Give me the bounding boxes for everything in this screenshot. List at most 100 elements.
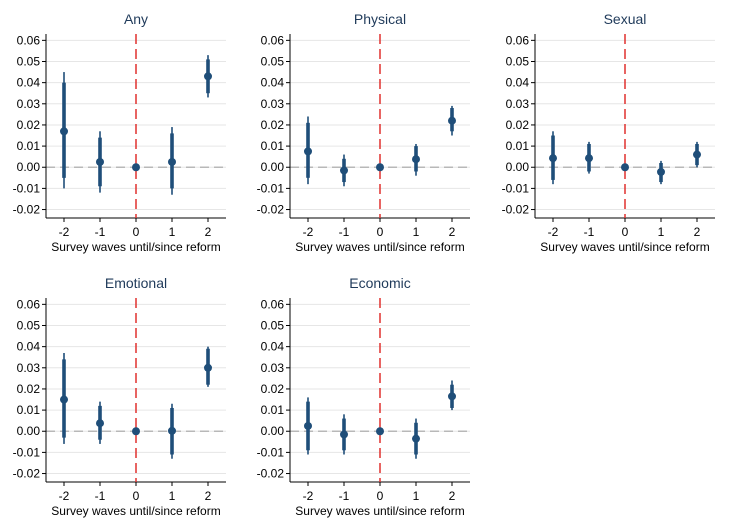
y-tick-label: -0.01: [257, 445, 285, 459]
y-tick-label: 0.00: [261, 160, 285, 174]
x-tick-label: 2: [694, 225, 701, 239]
point-estimate: [60, 127, 68, 136]
point-estimate: [60, 395, 68, 404]
point-estimate: [204, 363, 212, 372]
panel-title: Economic: [349, 275, 410, 291]
x-tick-label: 2: [449, 489, 456, 503]
y-tick-label: 0.02: [261, 118, 285, 132]
point-estimate: [204, 72, 212, 81]
y-tick-label: 0.04: [261, 340, 285, 354]
y-tick-label: 0.00: [261, 424, 285, 438]
point-estimate: [96, 419, 104, 428]
x-tick-label: 2: [205, 225, 212, 239]
x-tick-label: 0: [377, 489, 384, 503]
y-tick-label: 0.00: [17, 160, 41, 174]
y-tick-label: -0.02: [13, 467, 41, 481]
x-tick-label: 0: [377, 225, 384, 239]
y-tick-label: 0.06: [17, 297, 41, 311]
y-tick-label: -0.01: [257, 181, 285, 195]
x-tick-label: 1: [658, 225, 665, 239]
point-estimate: [621, 163, 629, 172]
y-tick-label: -0.02: [257, 203, 285, 217]
x-tick-label: -1: [95, 225, 106, 239]
point-estimate: [549, 154, 557, 163]
y-tick-label: 0.02: [17, 118, 41, 132]
chart-panel-sexual: Sexual 0.06 0.05 0.04 0.03 0.02 0.01 0.00 -0.01 -…: [502, 11, 715, 254]
point-estimate: [132, 427, 140, 436]
y-tick-label: 0.00: [506, 160, 530, 174]
y-tick-label: 0.05: [261, 318, 285, 332]
point-estimate: [168, 157, 176, 166]
point-estimate: [448, 392, 456, 401]
chart-panel-any: Any 0.06 0.05 0.04 0.03 0.02 0.01 0.00 -0.01 -0.0…: [13, 11, 226, 254]
x-tick-label: 1: [413, 225, 420, 239]
x-tick-label: -1: [584, 225, 595, 239]
x-tick-label: 2: [205, 489, 212, 503]
y-tick-label: -0.02: [257, 467, 285, 481]
panel-title: Sexual: [604, 11, 647, 27]
point-estimate: [412, 434, 420, 443]
x-tick-label: -2: [303, 489, 314, 503]
y-tick-label: 0.06: [17, 33, 41, 47]
x-tick-label: -1: [339, 489, 350, 503]
y-tick-label: 0.01: [506, 139, 530, 153]
y-tick-label: 0.01: [17, 139, 41, 153]
x-tick-label: -1: [339, 225, 350, 239]
y-tick-label: 0.04: [506, 76, 530, 90]
y-tick-label: 0.05: [17, 318, 41, 332]
point-estimate: [304, 421, 312, 430]
y-tick-label: 0.05: [261, 54, 285, 68]
point-estimate: [340, 430, 348, 439]
y-tick-label: 0.05: [506, 54, 530, 68]
x-axis-label: Survey waves until/since reform: [51, 504, 220, 518]
x-axis-label: Survey waves until/since reform: [540, 240, 709, 254]
point-estimate: [657, 167, 665, 176]
x-axis-label: Survey waves until/since reform: [51, 240, 220, 254]
y-tick-label: 0.06: [261, 33, 285, 47]
point-estimate: [304, 147, 312, 156]
x-tick-label: -2: [548, 225, 559, 239]
x-tick-label: 0: [133, 225, 140, 239]
y-tick-label: -0.01: [13, 181, 41, 195]
x-tick-label: 2: [449, 225, 456, 239]
point-estimate: [376, 163, 384, 172]
y-tick-label: 0.00: [17, 424, 41, 438]
y-tick-label: -0.01: [502, 181, 530, 195]
x-tick-label: -2: [59, 225, 70, 239]
x-axis-label: Survey waves until/since reform: [295, 240, 464, 254]
y-tick-label: -0.02: [13, 203, 41, 217]
y-tick-label: 0.02: [506, 118, 530, 132]
y-tick-label: 0.04: [261, 76, 285, 90]
point-estimate: [585, 154, 593, 163]
panel-title: Any: [124, 11, 148, 27]
point-estimate: [132, 163, 140, 172]
y-tick-label: 0.03: [506, 97, 530, 111]
y-tick-label: 0.03: [261, 97, 285, 111]
x-tick-label: 0: [133, 489, 140, 503]
y-tick-label: 0.03: [17, 361, 41, 375]
point-estimate: [168, 426, 176, 435]
y-tick-label: 0.01: [17, 403, 41, 417]
y-tick-label: 0.04: [17, 76, 41, 90]
chart-panel-economic: Economic 0.06 0.05 0.04 0.03 0.02 0.01 0.00 -0.0…: [257, 275, 470, 518]
x-axis-label: Survey waves until/since reform: [295, 504, 464, 518]
x-tick-label: 1: [169, 489, 176, 503]
point-estimate: [376, 427, 384, 436]
point-estimate: [340, 166, 348, 175]
y-tick-label: -0.01: [13, 445, 41, 459]
y-tick-label: 0.06: [261, 297, 285, 311]
x-tick-label: -2: [59, 489, 70, 503]
panel-title: Physical: [354, 11, 406, 27]
y-tick-label: 0.03: [17, 97, 41, 111]
y-tick-label: -0.02: [502, 203, 530, 217]
x-tick-label: -1: [95, 489, 106, 503]
y-tick-label: 0.03: [261, 361, 285, 375]
y-tick-label: 0.06: [506, 33, 530, 47]
x-tick-label: 0: [622, 225, 629, 239]
x-tick-label: -2: [303, 225, 314, 239]
y-tick-label: 0.01: [261, 139, 285, 153]
point-estimate: [96, 157, 104, 166]
point-estimate: [412, 155, 420, 164]
y-tick-label: 0.02: [17, 382, 41, 396]
